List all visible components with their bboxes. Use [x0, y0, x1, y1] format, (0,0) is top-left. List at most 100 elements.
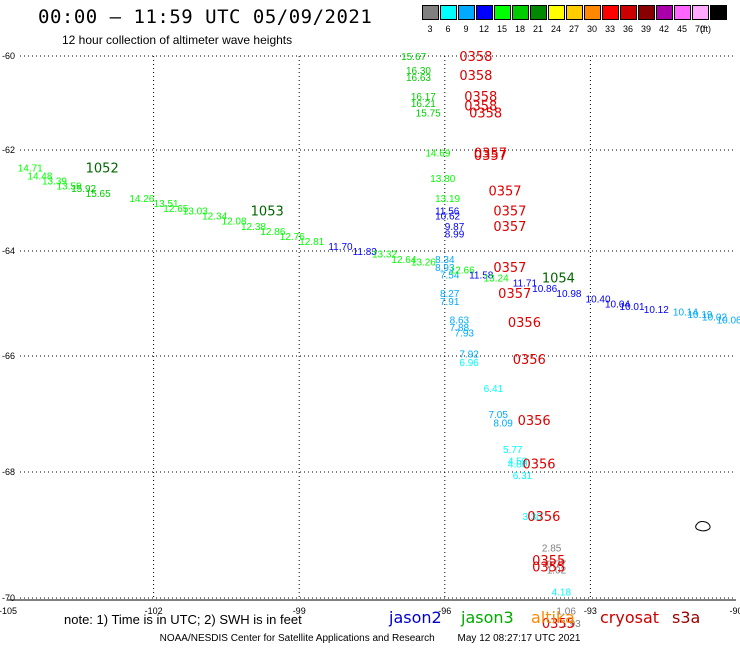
swh-label: 8.99	[445, 229, 465, 240]
pass-label: 1053	[251, 205, 284, 220]
lat-tick-label: -64	[2, 246, 15, 256]
swh-label: 1.93	[561, 619, 581, 630]
map-grid	[8, 55, 736, 601]
legend-swatch	[710, 5, 727, 20]
swh-label: 10.19	[687, 310, 712, 321]
time-label: 0358	[459, 69, 492, 84]
legend-swatch	[512, 5, 529, 20]
swh-label: 12.81	[299, 237, 324, 248]
time-label: 0356	[508, 316, 541, 331]
time-label: 0356	[518, 414, 551, 429]
map-title: 00:00 – 11:59 UTC 05/09/2021	[38, 6, 373, 28]
swh-label: 10.12	[644, 305, 669, 316]
legend-swatch	[602, 5, 619, 20]
lon-tick-label: -90	[729, 606, 740, 616]
time-label: 0357	[493, 205, 526, 220]
swh-label: 5.77	[503, 445, 523, 456]
pass-label: 1054	[542, 271, 575, 286]
legend-label: 3	[427, 24, 433, 34]
swh-label: 13.59	[57, 181, 82, 192]
legend-swatch	[422, 5, 439, 20]
lat-tick-label: -60	[2, 51, 15, 61]
swh-label: 16.17	[411, 92, 436, 103]
swh-label: 11.71	[513, 279, 538, 290]
legend-swatch	[656, 5, 673, 20]
lon-tick-label: -96	[438, 606, 451, 616]
swh-label: 14.26	[129, 194, 154, 205]
swh-label: 8.34	[435, 255, 455, 266]
swh-label: 11.58	[469, 271, 494, 282]
swh-label: 1.02	[547, 566, 567, 577]
island-shape	[695, 521, 711, 532]
swh-label: 10.62	[435, 212, 460, 223]
time-label: 0357	[493, 261, 526, 276]
swh-label: 12.76	[280, 232, 305, 243]
time-label: 0355	[532, 554, 565, 569]
legend-swatch	[530, 5, 547, 20]
time-label: 0355	[542, 617, 575, 632]
swh-label: 7.54	[440, 271, 460, 282]
swh-label: 12.38	[241, 222, 266, 233]
legend-label: 70	[694, 24, 705, 34]
swh-label: 7.05	[488, 410, 508, 421]
lat-tick-label: -62	[2, 145, 15, 155]
swh-label: 13.39	[42, 176, 67, 187]
swh-label: 13.19	[435, 194, 460, 205]
legend-label: 30	[586, 24, 597, 34]
legend-swatch	[638, 5, 655, 20]
time-label: 0357	[498, 287, 531, 302]
swh-label: 4.80	[508, 459, 528, 470]
legend-label: 39	[640, 24, 651, 34]
swh-label: 12.66	[450, 265, 475, 276]
time-label: 0357	[474, 147, 507, 162]
legend-swatch	[566, 5, 583, 20]
swh-label: 16.21	[411, 99, 436, 110]
lon-tick-label: -93	[584, 606, 597, 616]
swh-label: 15.65	[86, 189, 111, 200]
mission-s3a: s3a	[672, 608, 701, 627]
legend-swatch	[584, 5, 601, 20]
lat-tick-label: -70	[2, 593, 15, 603]
swh-label: 7.88	[450, 323, 470, 334]
time-label: 0358	[469, 106, 502, 121]
time-label: 0356	[522, 457, 555, 472]
legend-swatch	[440, 5, 457, 20]
swh-label: 10.02	[702, 313, 727, 324]
swh-label: 3.30	[522, 512, 542, 523]
swh-label: 13.24	[484, 273, 509, 284]
swh-label: 12.08	[222, 217, 247, 228]
time-label: 0355	[532, 561, 565, 576]
legend-swatch	[458, 5, 475, 20]
legend-label: 42	[658, 24, 669, 34]
swh-label: 8.63	[450, 315, 470, 326]
legend-swatch	[692, 5, 709, 20]
time-labels: 0358035803580358035803570357035703570357…	[459, 50, 575, 632]
swh-label: 7.91	[440, 297, 460, 308]
footer-credit: NOAA/NESDIS Center for Satellite Applica…	[0, 633, 740, 644]
swh-label: 10.06	[717, 315, 740, 326]
swh-label: 16.30	[406, 66, 431, 77]
swh-label: 10.04	[605, 300, 630, 311]
time-label: 0356	[513, 353, 546, 368]
swh-label: 10.14	[673, 307, 698, 318]
swh-label: 15.67	[401, 52, 426, 63]
time-label: 0357	[474, 149, 507, 164]
swh-label: 11.70	[328, 242, 353, 253]
credit-text: NOAA/NESDIS Center for Satellite Applica…	[159, 633, 435, 644]
mission-jason3: jason3	[461, 608, 514, 627]
axis-tick-labels: -105 -102 -99 -96 -93 -90 -60 -62 -64 -66 -68 -70	[0, 51, 740, 616]
lon-tick-label: -99	[293, 606, 306, 616]
legend-swatch	[476, 5, 493, 20]
time-label: 0358	[464, 99, 497, 114]
swh-label: 6.96	[459, 358, 479, 369]
swh-label: 7.92	[459, 349, 479, 360]
swh-label: 10.86	[532, 284, 557, 295]
swh-label: 8.93	[435, 263, 455, 274]
mission-cryosat: cryosat	[600, 608, 660, 627]
pass-label: 1052	[86, 162, 119, 177]
swh-label: 13.51	[154, 199, 179, 210]
time-label: 0358	[459, 50, 492, 65]
lon-tick-label: -102	[145, 606, 163, 616]
footer-note: note: 1) Time is in UTC; 2) SWH is in fe…	[64, 612, 302, 627]
swh-label: 14.48	[27, 171, 52, 182]
